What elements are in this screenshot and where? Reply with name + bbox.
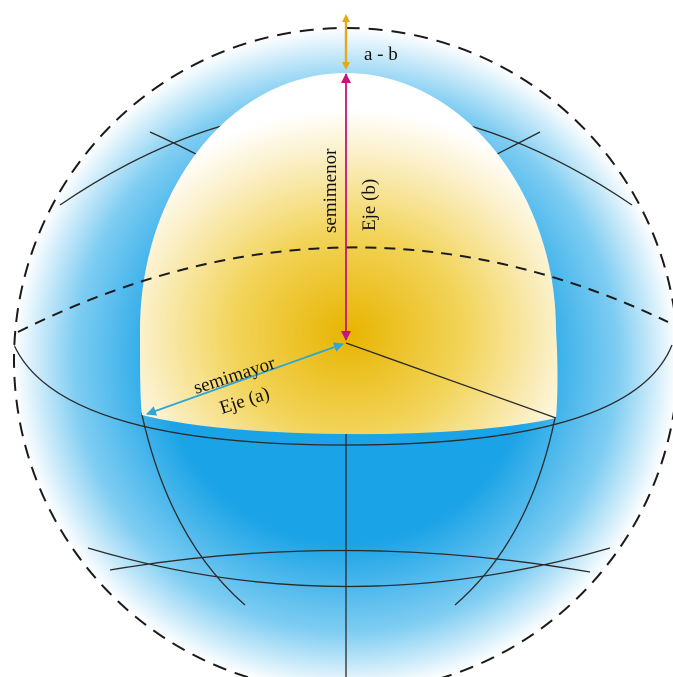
lower-latitude-line [87, 547, 611, 588]
lower-latitude-back-line [109, 549, 591, 573]
difference-label: a - b [364, 44, 398, 65]
equator-back-dashed-line [17, 246, 669, 333]
minor-axis-label-line2: Eje (b) [359, 179, 380, 231]
outer-dashed-circle [13, 27, 673, 677]
semi-major-axis-arrow [146, 342, 344, 416]
meridian-right-lower [454, 417, 556, 606]
minor-axis-label-line1: semimenor [320, 148, 341, 233]
meridian-left-lower [141, 414, 246, 606]
inner-cut-lines [345, 342, 557, 419]
